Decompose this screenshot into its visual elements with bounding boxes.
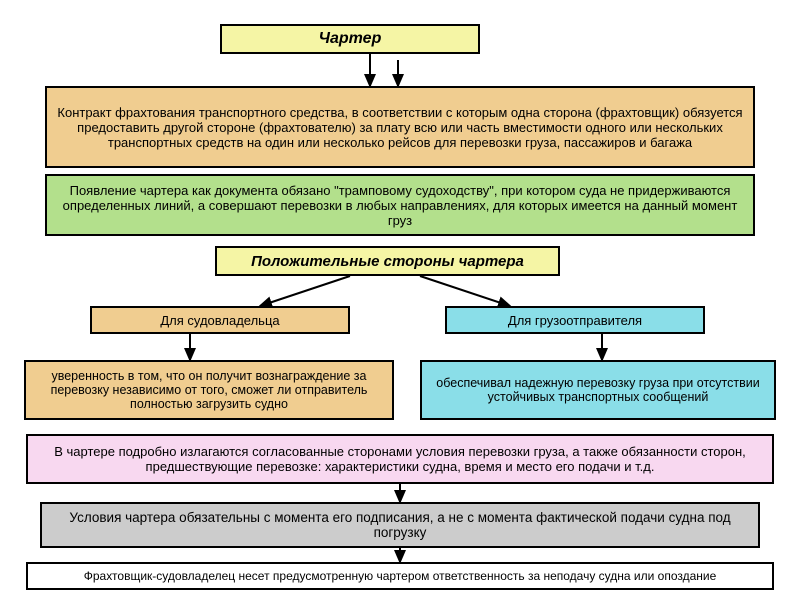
origin-text: Появление чартера как документа обязано … xyxy=(57,183,743,228)
conditions-text: В чартере подробно излагаются согласован… xyxy=(40,444,760,474)
charter-title-text: Чартер xyxy=(319,30,382,48)
origin-box: Появление чартера как документа обязано … xyxy=(45,174,755,236)
shipper-header-text: Для грузоотправителя xyxy=(508,313,642,328)
advantages-title: Положительные стороны чартера xyxy=(215,246,560,276)
definition-box: Контракт фрахтования транспортного средс… xyxy=(45,86,755,168)
owner-detail: уверенность в том, что он получит вознаг… xyxy=(24,360,394,420)
definition-text: Контракт фрахтования транспортного средс… xyxy=(57,105,743,150)
owner-detail-text: уверенность в том, что он получит вознаг… xyxy=(34,369,384,411)
owner-header: Для судовладельца xyxy=(90,306,350,334)
binding-text: Условия чартера обязательны с момента ег… xyxy=(62,510,738,540)
binding-box: Условия чартера обязательны с момента ег… xyxy=(40,502,760,548)
charter-title: Чартер xyxy=(220,24,480,54)
advantages-title-text: Положительные стороны чартера xyxy=(251,253,524,270)
shipper-detail-text: обеспечивал надежную перевозку груза при… xyxy=(430,376,766,404)
shipper-header: Для грузоотправителя xyxy=(445,306,705,334)
owner-header-text: Для судовладельца xyxy=(160,313,279,328)
conditions-box: В чартере подробно излагаются согласован… xyxy=(26,434,774,484)
liability-text: Фрахтовщик-судовладелец несет предусмотр… xyxy=(84,569,717,583)
shipper-detail: обеспечивал надежную перевозку груза при… xyxy=(420,360,776,420)
liability-box: Фрахтовщик-судовладелец несет предусмотр… xyxy=(26,562,774,590)
